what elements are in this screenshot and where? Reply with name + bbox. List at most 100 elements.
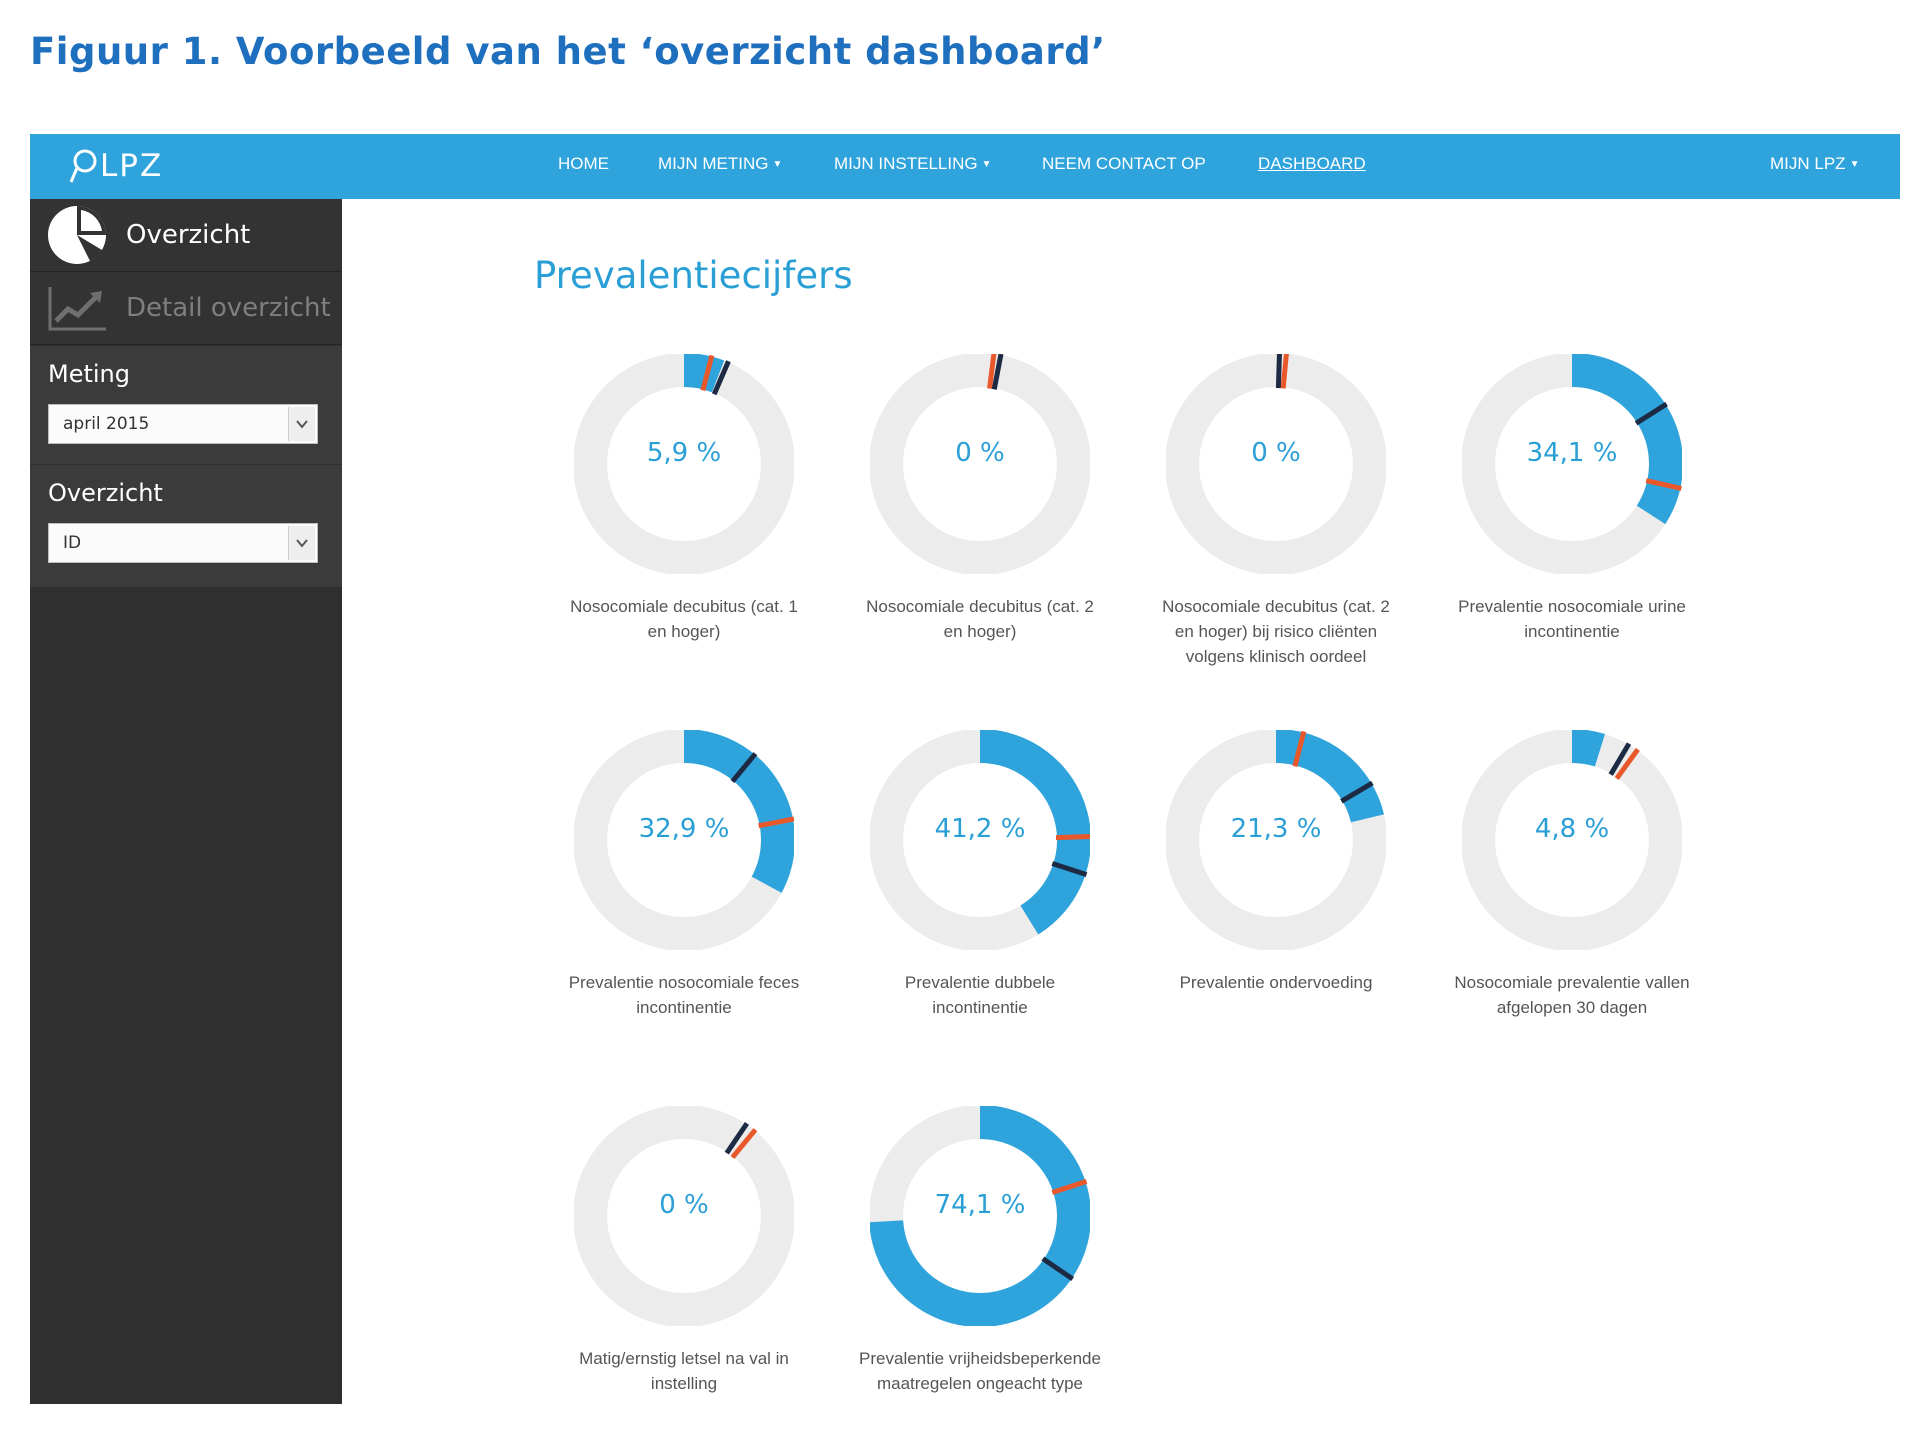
meting-label: Meting — [48, 360, 130, 388]
nav-contact-label: NEEM CONTACT OP — [1042, 154, 1206, 173]
prevalence-title-line: en hoger) — [647, 622, 721, 641]
benchmark-marker — [724, 1121, 750, 1155]
donut-value-arc — [870, 1106, 1090, 1326]
donut-value-arc — [1275, 730, 1385, 823]
benchmark-marker — [711, 360, 731, 396]
prevalence-title-line: Nosocomiale decubitus (cat. 1 — [570, 597, 798, 616]
overzicht-label: Overzicht — [48, 479, 163, 507]
chevron-down-icon[interactable] — [288, 526, 315, 560]
prevalence-title: Prevalentie ondervoeding — [1136, 970, 1416, 995]
page-title: Prevalentiecijfers — [534, 254, 853, 297]
donut-value-arc — [1571, 354, 1682, 525]
benchmark-marker — [1041, 1256, 1075, 1282]
nav-neem-contact-op[interactable]: NEEM CONTACT OP — [1042, 154, 1206, 174]
benchmark-marker — [730, 752, 758, 784]
benchmark-marker — [1275, 354, 1282, 389]
prevalence-value: 32,9 % — [638, 814, 730, 844]
prevalence-title: Nosocomiale decubitus (cat. 1 en hoger) — [544, 594, 824, 644]
donut-chart — [1166, 730, 1386, 950]
logo-mark-icon — [69, 149, 97, 183]
donut-value-arc — [683, 354, 725, 393]
benchmark-marker — [1608, 742, 1632, 776]
benchmark-marker — [1051, 861, 1088, 877]
prevalence-title-line: maatregelen ongeacht type — [876, 1374, 1084, 1393]
nav-dashboard[interactable]: DASHBOARD — [1258, 154, 1366, 174]
prevalence-title-line: Nosocomiale prevalentie vallen — [1454, 973, 1690, 992]
benchmark-marker — [987, 354, 997, 389]
donut-track — [574, 1106, 794, 1326]
prevalence-title-line: Nosocomiale decubitus (cat. 2 — [866, 597, 1094, 616]
prevalence-title-line: afgelopen 30 dagen — [1496, 998, 1648, 1017]
prevalence-value: 0 % — [1251, 438, 1301, 468]
donut-chart — [870, 1106, 1090, 1326]
sidebar: Overzicht Detail overzicht Meting april … — [30, 199, 342, 1404]
prevalence-title: Nosocomiale prevalentie vallen afgelopen … — [1432, 970, 1712, 1020]
prevalence-value: 4,8 % — [1534, 814, 1610, 844]
meting-filter: Meting april 2015 — [30, 346, 342, 464]
prevalence-title-line: en hoger) — [943, 622, 1017, 641]
prevalence-value: 0 % — [955, 438, 1005, 468]
benchmark-marker — [700, 354, 715, 392]
prevalence-title-line: incontinentie — [636, 998, 732, 1017]
donut-chart — [574, 354, 794, 574]
prevalence-title: Prevalentie nosocomiale feces incontinent… — [544, 970, 824, 1020]
prevalence-title-line: Prevalentie nosocomiale feces — [568, 973, 800, 992]
prevalence-title-line: Prevalentie dubbele — [904, 973, 1056, 992]
prevalence-title-line: Matig/ernstig letsel na val in — [579, 1349, 789, 1368]
caret-down-icon: ▼ — [1849, 159, 1860, 171]
benchmark-marker — [1051, 1179, 1088, 1195]
sidebar-item-label: Detail overzicht — [126, 293, 331, 323]
benchmark-marker — [1280, 354, 1289, 389]
pie-chart-icon — [46, 204, 108, 266]
chevron-down-icon[interactable] — [288, 407, 315, 441]
benchmark-marker — [1340, 780, 1374, 804]
nav-dashboard-label: DASHBOARD — [1258, 154, 1366, 173]
prevalence-title: Nosocomiale decubitus (cat. 2 en hoger) — [840, 594, 1120, 644]
donut-chart — [1166, 354, 1386, 574]
sidebar-item-detail-overzicht[interactable]: Detail overzicht — [30, 272, 342, 345]
sidebar-item-label: Overzicht — [126, 220, 251, 250]
donut-value-arc — [683, 730, 794, 893]
figure-caption: Figuur 1. Voorbeeld van het ‘overzicht d… — [30, 30, 1106, 73]
benchmark-marker — [758, 816, 794, 829]
lpz-logo[interactable]: LPZ — [68, 142, 163, 190]
meting-select-value: april 2015 — [63, 414, 150, 434]
nav-mijn-meting-label: MIJN METING — [658, 154, 769, 173]
donut-chart — [1462, 354, 1682, 574]
prevalence-value: 0 % — [659, 1190, 709, 1220]
meting-select[interactable]: april 2015 — [48, 404, 318, 444]
top-navbar: LPZ HOME MIJN METING ▼ MIJN INSTELLING ▼ N… — [30, 134, 1900, 199]
prevalence-value: 34,1 % — [1526, 438, 1618, 468]
prevalence-title-line: Nosocomiale decubitus (cat. 2 — [1162, 597, 1390, 616]
prevalence-title-line: instelling — [650, 1374, 718, 1393]
nav-mijn-meting[interactable]: MIJN METING ▼ — [658, 154, 782, 174]
nav-home-label: HOME — [558, 154, 609, 173]
overzicht-filter: Overzicht ID — [30, 465, 342, 587]
donut-track — [1166, 354, 1386, 574]
line-chart-icon — [46, 277, 108, 339]
nav-mijn-lpz-label: MIJN LPZ — [1770, 154, 1846, 173]
prevalence-title: Prevalentie dubbele incontinentie — [840, 970, 1120, 1020]
overzicht-select-value: ID — [63, 533, 82, 553]
prevalence-title-line: incontinentie — [1524, 622, 1620, 641]
caret-down-icon: ▼ — [981, 159, 992, 171]
prevalence-title-line: en hoger) bij risico cliënten — [1174, 622, 1378, 641]
benchmark-marker — [1645, 478, 1682, 491]
nav-mijn-instelling[interactable]: MIJN INSTELLING ▼ — [834, 154, 992, 174]
prevalence-title-line: Prevalentie vrijheidsbeperkende — [859, 1349, 1101, 1368]
donut-chart — [870, 730, 1090, 950]
sidebar-item-overzicht[interactable]: Overzicht — [30, 199, 342, 272]
nav-home[interactable]: HOME — [558, 154, 609, 174]
prevalence-title-line: incontinentie — [932, 998, 1028, 1017]
benchmark-marker — [1614, 747, 1640, 780]
prevalence-value: 21,3 % — [1230, 814, 1322, 844]
nav-mijn-lpz[interactable]: MIJN LPZ ▼ — [1770, 154, 1859, 174]
donut-chart — [574, 730, 794, 950]
benchmark-marker — [991, 354, 1004, 390]
dashboard-app: LPZ HOME MIJN METING ▼ MIJN INSTELLING ▼ N… — [30, 134, 1900, 1404]
donut-chart — [574, 1106, 794, 1326]
benchmark-marker — [1634, 401, 1668, 426]
nav-mijn-instelling-label: MIJN INSTELLING — [834, 154, 978, 173]
overzicht-select[interactable]: ID — [48, 523, 318, 563]
prevalence-title: Prevalentie nosocomiale urine incontinent… — [1432, 594, 1712, 644]
